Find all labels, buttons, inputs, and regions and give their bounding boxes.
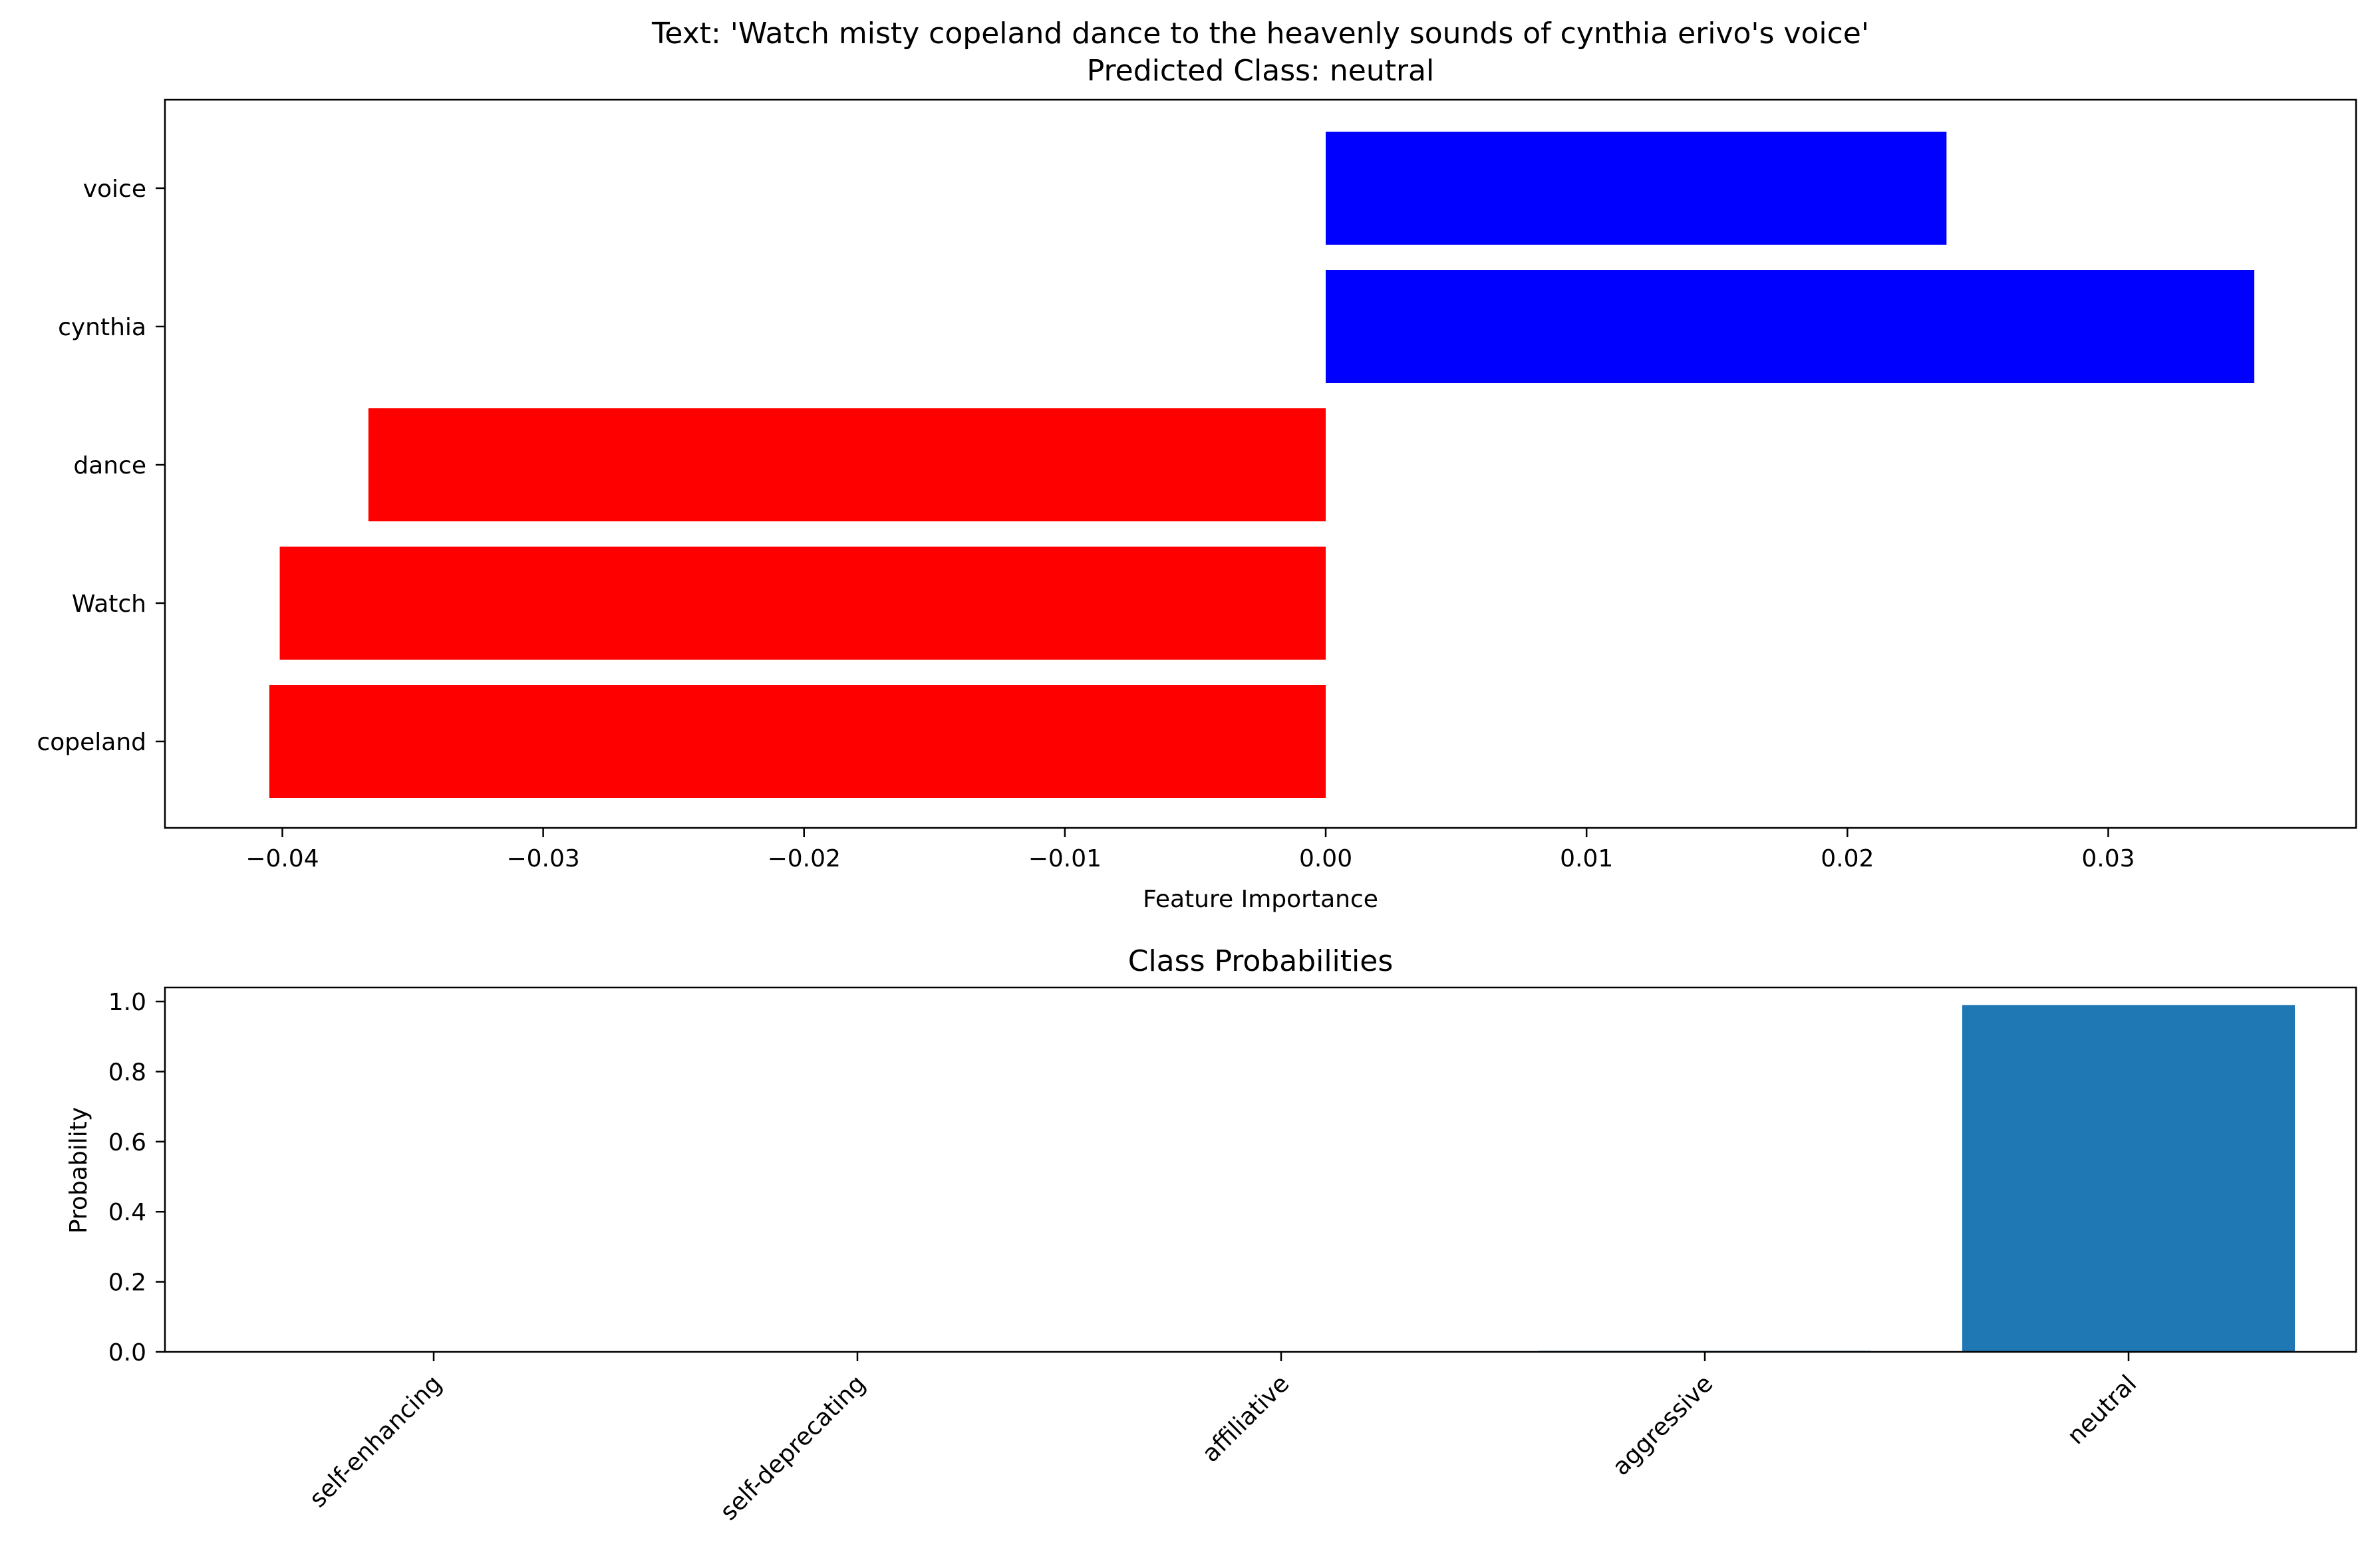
chart1-x-axis-label: Feature Importance bbox=[1143, 886, 1378, 913]
feature-ytick-label: copeland bbox=[37, 729, 146, 756]
feature-ytick-label: dance bbox=[73, 452, 146, 479]
probability-ytick-label: 0.4 bbox=[108, 1199, 146, 1226]
chart1-title-line2: Predicted Class: neutral bbox=[1087, 54, 1434, 88]
probability-bar-neutral bbox=[1962, 1005, 2295, 1352]
feature-ytick-label: Watch bbox=[72, 590, 146, 618]
feature-xtick-label: 0.00 bbox=[1299, 845, 1352, 872]
feature-xtick-label: −0.02 bbox=[768, 845, 841, 872]
feature-xtick-label: 0.03 bbox=[2081, 845, 2135, 872]
feature-xtick-label: −0.01 bbox=[1028, 845, 1102, 872]
probability-xtick-label: self-deprecating bbox=[715, 1370, 871, 1525]
probability-xtick-label: neutral bbox=[2062, 1370, 2142, 1450]
feature-importance-chart: Text: 'Watch misty copeland dance to the… bbox=[37, 17, 2357, 913]
chart2-y-axis-label: Probability bbox=[65, 1107, 92, 1234]
probability-xtick-label: aggressive bbox=[1608, 1370, 1719, 1481]
probability-ytick-label: 0.2 bbox=[108, 1269, 146, 1297]
feature-ytick-label: cynthia bbox=[58, 314, 146, 341]
chart1-title-line1: Text: 'Watch misty copeland dance to the… bbox=[651, 17, 1869, 51]
feature-ytick-label: voice bbox=[83, 176, 146, 203]
probability-xtick-label: self-enhancing bbox=[305, 1370, 448, 1513]
chart1-axes-frame bbox=[164, 98, 2357, 829]
chart2-title: Class Probabilities bbox=[1128, 944, 1394, 978]
feature-xtick-label: 0.02 bbox=[1821, 845, 1874, 872]
feature-bar-voice bbox=[1326, 132, 1947, 245]
feature-bar-copeland bbox=[269, 685, 1326, 798]
feature-xtick-label: 0.01 bbox=[1560, 845, 1613, 872]
feature-bar-dance bbox=[368, 408, 1326, 521]
chart2-axes-frame bbox=[164, 986, 2357, 1353]
feature-xtick-label: −0.03 bbox=[506, 845, 579, 872]
probability-ytick-label: 0.8 bbox=[108, 1059, 146, 1086]
feature-bar-cynthia bbox=[1326, 270, 2255, 383]
probability-xtick-label: affiliative bbox=[1197, 1370, 1295, 1468]
probability-ytick-label: 1.0 bbox=[108, 989, 146, 1016]
feature-bar-watch bbox=[279, 547, 1326, 660]
class-probabilities-chart: Class Probabilities 0.0 0.2 0.4 0.6 0.8 1.0 s… bbox=[65, 944, 2357, 1526]
probability-ytick-label: 0.6 bbox=[108, 1129, 146, 1156]
probability-ytick-label: 0.0 bbox=[108, 1339, 146, 1367]
feature-xtick-label: −0.04 bbox=[245, 845, 319, 872]
